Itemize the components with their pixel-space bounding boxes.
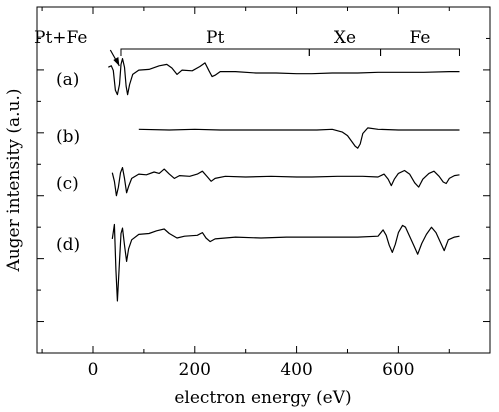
spectra-series [108, 58, 460, 302]
region-annotations: Pt+Fe Pt Xe Fe [34, 28, 460, 67]
panel-label: (b) [56, 127, 80, 147]
pt-fe-arrowhead [113, 57, 120, 66]
panel-labels: (a) (b) (c) (d) [56, 70, 80, 255]
plot-frame [36, 6, 491, 354]
x-axis-title: electron energy (eV) [174, 388, 351, 408]
x-tick-labels: 0 200 400 600 [88, 360, 415, 380]
spectrum-line [111, 167, 460, 197]
region-bracket [120, 48, 310, 56]
region-label: Fe [410, 28, 431, 48]
spectrum-line [138, 127, 460, 149]
axis-ticks [37, 7, 490, 353]
x-tick-label: 0 [88, 360, 99, 380]
x-tick-label: 400 [280, 360, 312, 380]
region-bracket [308, 48, 382, 56]
spectrum-line [111, 223, 460, 302]
region-label: Xe [334, 28, 356, 48]
panel-label: (c) [56, 174, 79, 194]
x-tick-label: 200 [179, 360, 211, 380]
region-bracket [380, 48, 460, 56]
panel-label: (a) [56, 70, 79, 90]
y-axis-title: Auger intensity (a.u.) [4, 88, 24, 272]
x-tick-label: 600 [382, 360, 414, 380]
region-label: Pt [206, 28, 224, 48]
pt-fe-label: Pt+Fe [34, 28, 87, 48]
spectrum-line [108, 58, 460, 96]
panel-label: (d) [56, 235, 80, 255]
